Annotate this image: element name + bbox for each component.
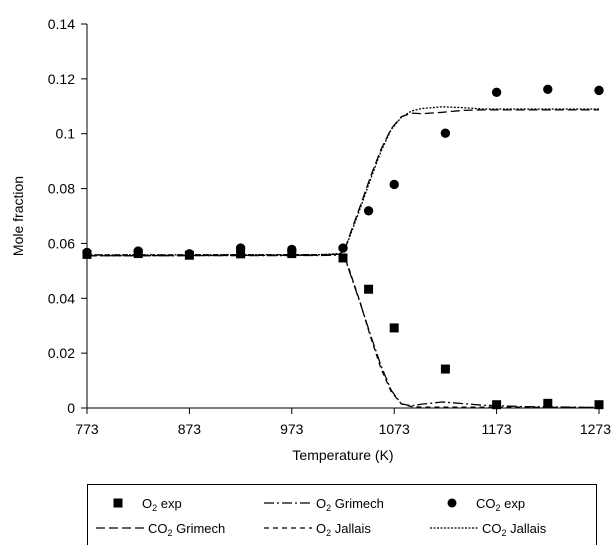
data-point-o2_exp xyxy=(236,249,246,259)
data-point-co2_exp xyxy=(440,128,451,138)
legend-label-main: CO xyxy=(482,521,502,536)
legend-label-co2_grimech: CO2 Grimech xyxy=(148,521,225,538)
data-point-co2_exp xyxy=(133,246,143,256)
legend-item-co2_exp: CO2 exp xyxy=(447,496,525,513)
legend-label-main: CO xyxy=(148,521,168,536)
y-tick-label: 0.14 xyxy=(48,16,75,32)
data-point-o2_exp xyxy=(543,398,553,408)
series-co2_exp xyxy=(82,84,604,259)
data-point-co2_exp xyxy=(363,206,374,216)
series-line-o2_grimech xyxy=(86,254,600,409)
data-point-o2_exp xyxy=(364,284,374,294)
data-point-co2_exp xyxy=(389,179,399,190)
legend-label-co2_jallais: CO2 Jallais xyxy=(482,521,547,538)
y-tick-label: 0.06 xyxy=(48,235,75,251)
data-point-o2_exp xyxy=(338,253,348,263)
series-o2_jallais xyxy=(86,253,600,409)
legend-label-rest: Grimech xyxy=(331,496,384,511)
legend-label-rest: exp xyxy=(157,496,182,511)
series-co2_grimech xyxy=(86,109,599,257)
x-tick-label: 873 xyxy=(178,421,202,437)
y-tick-label: 0.1 xyxy=(56,126,76,142)
data-point-co2_exp xyxy=(287,244,297,255)
data-point-o2_exp xyxy=(594,400,604,410)
legend-label-rest: exp xyxy=(501,496,526,511)
x-tick-label: 1173 xyxy=(482,421,512,437)
series-line-co2_grimech xyxy=(86,109,599,257)
legend-label-o2_grimech: O2 Grimech xyxy=(316,496,384,513)
legend-label-main: O xyxy=(142,496,152,511)
y-tick-label: 0 xyxy=(67,400,75,416)
legend-label-subscript: 2 xyxy=(496,503,501,513)
legend-label-rest: Grimech xyxy=(173,521,226,536)
legend-item-o2_exp: O2 exp xyxy=(113,496,182,513)
y-tick-label: 0.02 xyxy=(48,345,75,361)
y-axis-title: Mole fraction xyxy=(10,176,26,256)
legend-box xyxy=(87,484,597,545)
data-point-o2_exp xyxy=(440,364,450,374)
x-tick-label: 773 xyxy=(75,421,99,437)
series-o2_grimech xyxy=(86,254,600,409)
data-point-co2_exp xyxy=(491,87,502,97)
data-point-o2_exp xyxy=(492,400,502,410)
legend-label-subscript: 2 xyxy=(168,528,173,538)
legend-label-subscript: 2 xyxy=(152,503,157,513)
legend-marker-o2_exp xyxy=(113,498,123,508)
x-tick-label: 1273 xyxy=(580,421,611,437)
legend-label-o2_exp: O2 exp xyxy=(142,496,182,513)
data-point-co2_exp xyxy=(235,243,246,253)
data-point-co2_exp xyxy=(184,249,195,259)
data-point-co2_exp xyxy=(338,243,348,253)
legend-label-rest: Jallais xyxy=(507,521,547,536)
y-tick-label: 0.04 xyxy=(48,290,75,306)
y-tick-label: 0.08 xyxy=(48,181,75,197)
legend-label-subscript: 2 xyxy=(326,528,331,538)
axes: 0 0.02 0.04 0.06 0.08 0.1 0.12 0.14 773 873 973 107… xyxy=(48,16,611,437)
x-tick-label: 1073 xyxy=(379,421,410,437)
y-tick-label: 0.12 xyxy=(48,71,75,87)
legend-label-main: O xyxy=(316,496,326,511)
legend-label-co2_exp: CO2 exp xyxy=(476,496,525,513)
legend-label-main: CO xyxy=(476,496,496,511)
legend-marker-co2_exp xyxy=(447,498,457,508)
legend-label-subscript: 2 xyxy=(326,503,331,513)
series-line-co2_jallais xyxy=(86,106,599,256)
legend-item-o2_jallais: O2 Jallais xyxy=(264,521,371,538)
legend-item-o2_grimech: O2 Grimech xyxy=(264,496,384,513)
data-point-o2_exp xyxy=(389,323,399,333)
data-point-co2_exp xyxy=(543,84,553,94)
legend-label-o2_jallais: O2 Jallais xyxy=(316,521,371,538)
series-o2_exp xyxy=(82,249,604,410)
legend-item-co2_grimech: CO2 Grimech xyxy=(96,521,225,538)
legend-item-co2_jallais: CO2 Jallais xyxy=(430,521,547,538)
legend-label-rest: Jallais xyxy=(331,521,371,536)
data-point-co2_exp xyxy=(594,85,604,96)
series-line-o2_jallais xyxy=(86,253,600,409)
x-tick-label: 973 xyxy=(280,421,304,437)
legend-label-main: O xyxy=(316,521,326,536)
plot-area xyxy=(82,84,604,410)
series-co2_jallais xyxy=(86,106,599,256)
x-axis-title: Temperature (K) xyxy=(292,447,393,463)
legend-label-subscript: 2 xyxy=(502,528,507,538)
